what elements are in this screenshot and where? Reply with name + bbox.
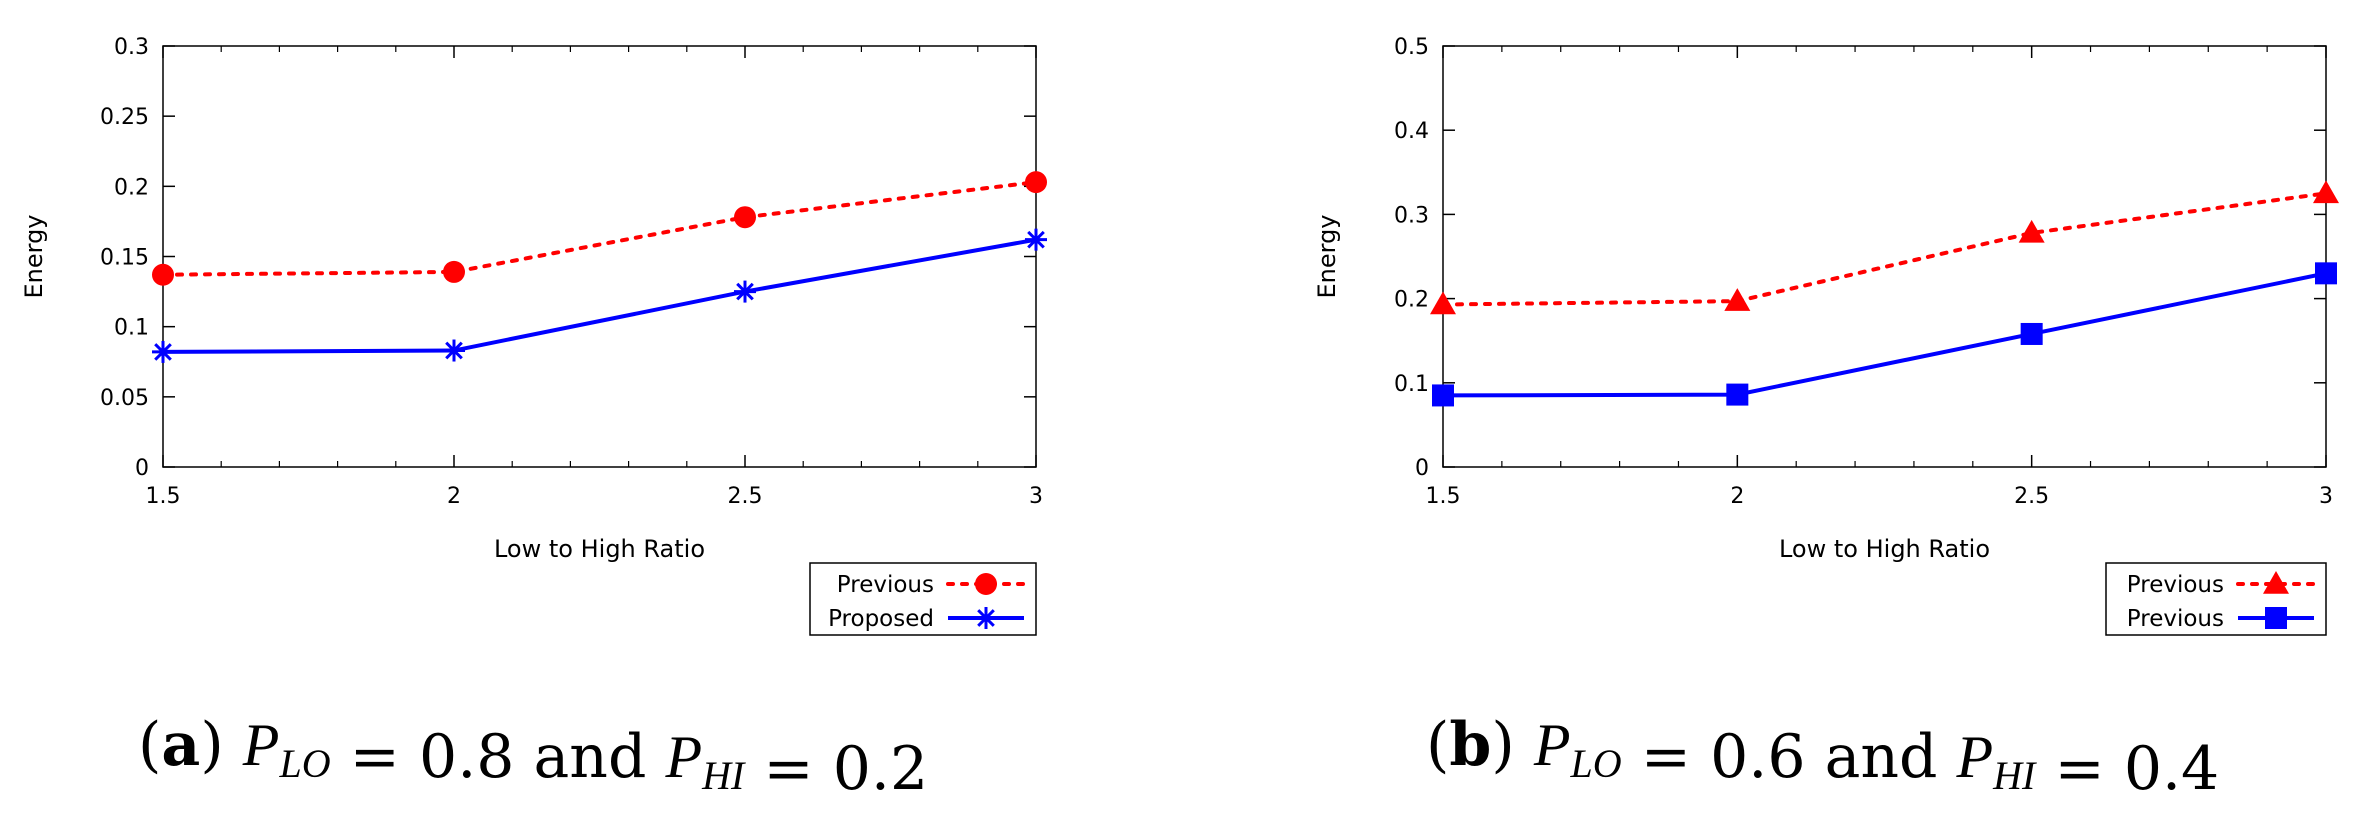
legend-label-0: Previous xyxy=(837,572,934,598)
y-tick-label: 0.4 xyxy=(1394,119,1429,144)
x-tick-label: 2.5 xyxy=(2014,484,2049,509)
caption-a: (a) PLO = 0.8 and PHI = 0.2 xyxy=(138,710,928,804)
caption-b: (b) PLO = 0.6 and PHI = 0.4 xyxy=(1426,710,2219,804)
legend-label-1: Proposed xyxy=(828,606,934,632)
series-1-point-1 xyxy=(443,339,465,362)
y-tick-label: 0.2 xyxy=(1394,288,1429,313)
series-1-point-2-stroke-3 xyxy=(736,282,754,301)
y-tick-label: 0.05 xyxy=(100,386,149,411)
legend-marker-0 xyxy=(975,573,997,595)
legend: Previous Previous xyxy=(2105,562,2327,636)
x-axis-label: Low to High Ratio xyxy=(494,535,705,563)
series-0-point-3 xyxy=(2313,180,2339,204)
plot-frame xyxy=(1442,45,2327,468)
y-tick-label: 0.25 xyxy=(100,105,149,130)
series-0-point-2 xyxy=(734,206,756,229)
y-tick-label: 0.15 xyxy=(100,246,149,271)
series-1-point-2 xyxy=(734,280,756,303)
series-line-0 xyxy=(1441,191,2328,307)
series-0-point-2 xyxy=(2018,219,2045,243)
series-0-point-0 xyxy=(152,263,174,286)
legend-marker-1 xyxy=(975,607,997,629)
legend-label-0: Previous xyxy=(2127,572,2224,598)
caption-b-phi: 0.4 xyxy=(2124,734,2219,804)
series-1-point-0 xyxy=(1432,384,1454,407)
x-tick-label: 3 xyxy=(2319,484,2333,509)
y-tick-label: 0 xyxy=(1415,456,1429,481)
legend-marker-1 xyxy=(2265,607,2287,629)
chart-a: 0 0.05 0.1 0.15 0.2 0.25 0.3 1.5 2 2.5 3 Low to Hig… xyxy=(20,35,1047,636)
y-axis-label: Energy xyxy=(1313,214,1341,298)
y-tick-label: 0 xyxy=(135,456,149,481)
legend: Previous Proposed xyxy=(809,562,1037,636)
series-1-point-1 xyxy=(1726,383,1749,406)
legend-box xyxy=(809,562,1037,636)
series-0-point-1 xyxy=(1724,288,1751,311)
y-tick-label: 0.1 xyxy=(1394,372,1429,397)
series-1-point-1-stroke-3 xyxy=(445,341,463,360)
series-line-1 xyxy=(162,237,1037,354)
caption-b-plo: 0.6 xyxy=(1710,722,1805,792)
series-1-point-0 xyxy=(152,340,174,363)
chart-b: 0 0.1 0.2 0.3 0.4 0.5 1.5 2 2.5 3 Low to High Rati… xyxy=(1313,35,2339,636)
x-tick-label: 2 xyxy=(447,484,461,509)
x-axis-label: Low to High Ratio xyxy=(1779,535,1990,563)
y-tick-label: 0.5 xyxy=(1394,35,1429,60)
series-line-1 xyxy=(1442,271,2327,398)
caption-a-label: a xyxy=(161,710,200,780)
x-tick-label: 1.5 xyxy=(1426,484,1461,509)
legend-marker-0 xyxy=(2263,571,2289,594)
caption-a-phi: 0.2 xyxy=(833,734,928,804)
legend-label-1: Previous xyxy=(2127,606,2224,632)
caption-b-label: b xyxy=(1449,710,1491,780)
y-tick-label: 0.3 xyxy=(114,35,149,60)
x-tick-label: 3 xyxy=(1029,484,1043,509)
x-tick-label: 2.5 xyxy=(728,484,763,509)
caption-a-plo: 0.8 xyxy=(419,722,514,792)
series-line-0 xyxy=(161,180,1038,277)
x-tick-label: 2 xyxy=(1730,484,1744,509)
y-axis-label: Energy xyxy=(20,214,48,298)
series-1-point-0-stroke-3 xyxy=(154,343,172,361)
series-1-point-3 xyxy=(2315,262,2337,285)
series-0-point-0 xyxy=(1430,291,1456,315)
series-0-point-3 xyxy=(1025,171,1047,194)
series-1-point-3 xyxy=(1025,228,1047,251)
series-1-point-2 xyxy=(2020,322,2043,345)
legend-box xyxy=(2105,562,2327,636)
legend-marker-1-stroke-3 xyxy=(977,609,995,627)
plot-frame xyxy=(162,45,1037,468)
y-tick-label: 0.2 xyxy=(114,175,149,200)
series-1-point-3-stroke-3 xyxy=(1027,230,1045,249)
series-0-point-1 xyxy=(443,260,465,283)
y-tick-label: 0.3 xyxy=(1394,203,1429,228)
x-tick-label: 1.5 xyxy=(146,484,181,509)
y-tick-label: 0.1 xyxy=(114,316,149,341)
